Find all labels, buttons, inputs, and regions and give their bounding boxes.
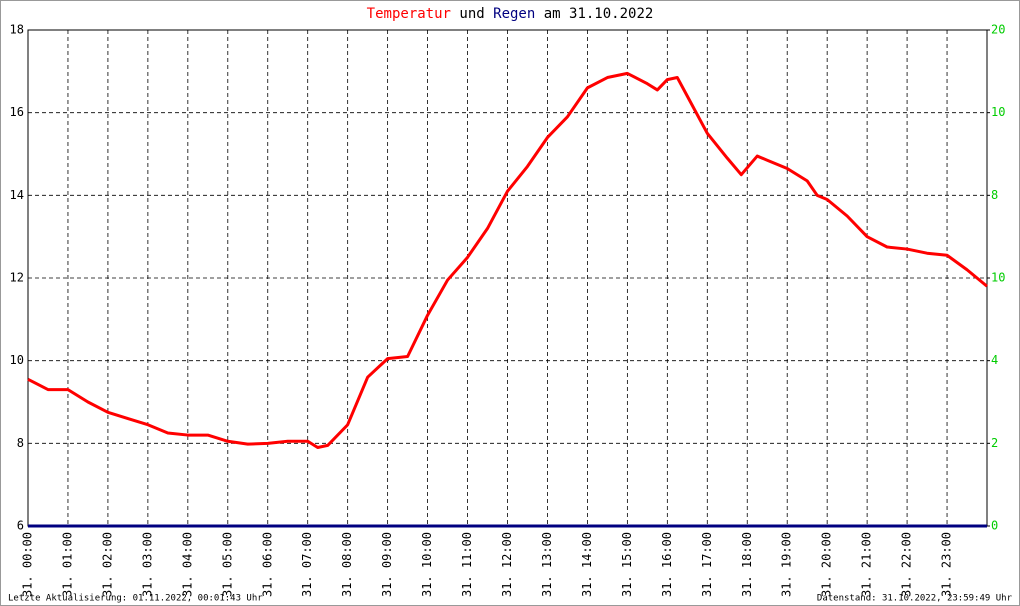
y2-tick-label: 4	[991, 353, 998, 367]
y-tick-label: 8	[17, 436, 24, 450]
x-tick-label: 31. 12:00	[500, 532, 514, 597]
y2-tick-label: 10	[991, 271, 1005, 285]
y2-tick-label: 2	[991, 436, 998, 450]
x-tick-label: 31. 10:00	[420, 532, 434, 597]
y2-tick-label: 20	[991, 23, 1005, 37]
x-tick-label: 31. 16:00	[660, 532, 674, 597]
footer-right: Datenstand: 31.10.2022, 23:59:49 Uhr	[817, 594, 1013, 604]
x-tick-label: 31. 03:00	[140, 532, 154, 597]
y-tick-label: 6	[17, 519, 24, 533]
x-tick-label: 31. 01:00	[60, 532, 74, 597]
title-part: am 31.10.2022	[544, 6, 654, 22]
x-tick-label: 31. 02:00	[100, 532, 114, 597]
x-tick-label: 31. 09:00	[380, 532, 394, 597]
y-tick-label: 14	[10, 188, 24, 202]
series-line	[27, 71, 988, 449]
x-tick-label: 31. 14:00	[580, 532, 594, 597]
x-tick-label: 31. 15:00	[620, 532, 634, 597]
title-part: Temperatur	[367, 6, 451, 22]
y2-tick-label: 10	[991, 105, 1005, 119]
x-tick-label: 31. 07:00	[300, 532, 314, 597]
x-tick-label: 31. 13:00	[540, 532, 554, 597]
x-tick-label: 31. 18:00	[740, 532, 754, 597]
x-tick-label: 31. 17:00	[700, 532, 714, 597]
y2-tick-label: 8	[991, 188, 998, 202]
title-part: und	[459, 6, 484, 22]
y2-tick-label: 0	[991, 519, 998, 533]
x-tick-label: 31. 00:00	[21, 532, 35, 597]
y-tick-label: 12	[10, 271, 24, 285]
x-tick-label: 31. 23:00	[940, 532, 954, 597]
x-tick-label: 31. 11:00	[460, 532, 474, 597]
x-tick-label: 31. 22:00	[900, 532, 914, 597]
x-tick-label: 31. 21:00	[860, 532, 874, 597]
y-tick-label: 18	[10, 23, 24, 37]
x-tick-label: 31. 06:00	[260, 532, 274, 597]
footer-left: Letzte Aktualisierung: 01.11.2022, 00:01…	[8, 594, 263, 604]
x-tick-label: 31. 20:00	[820, 532, 834, 597]
x-tick-label: 31. 19:00	[780, 532, 794, 597]
y-tick-label: 10	[10, 353, 24, 367]
title-part: Regen	[493, 6, 535, 22]
y-tick-label: 16	[10, 105, 24, 119]
x-tick-label: 31. 08:00	[340, 532, 354, 597]
chart-title: Temperatur und Regen am 31.10.2022	[367, 6, 654, 22]
x-tick-label: 31. 05:00	[220, 532, 234, 597]
x-tick-label: 31. 04:00	[180, 532, 194, 597]
